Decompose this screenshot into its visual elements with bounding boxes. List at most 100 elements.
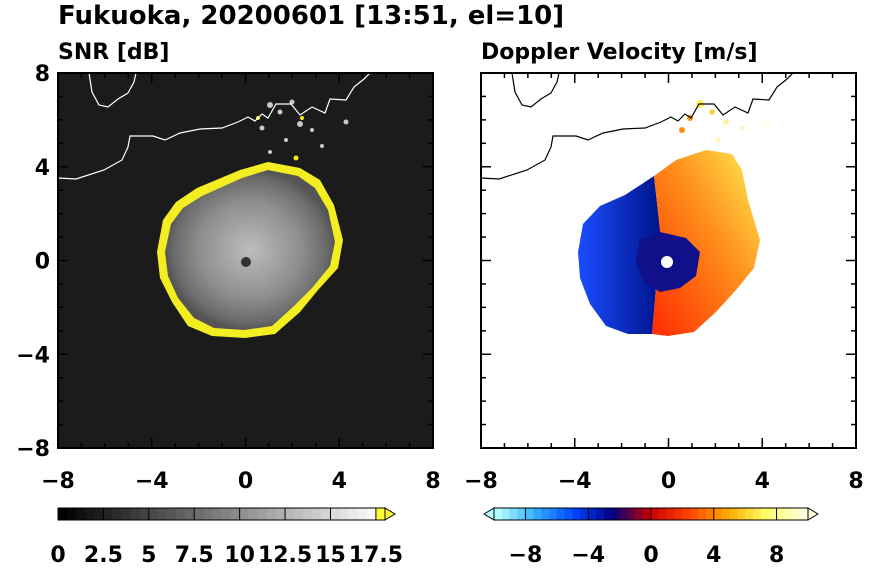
velocity-coastline-north [511, 73, 560, 108]
velocity-colorbar-cell [548, 508, 558, 520]
velocity-colorbar-cell [800, 508, 809, 520]
velocity-colorbar-cell [596, 508, 605, 520]
velocity-colorbar-cell [729, 508, 738, 520]
velocity-colorbar-cell [501, 508, 511, 520]
velocity-colorbar-cell [674, 508, 683, 520]
velocity-colorbar-cell [690, 508, 699, 520]
velocity-colorbar-tick-label: −4 [571, 543, 605, 568]
velocity-colorbar-cell [556, 508, 566, 520]
snr-x-tick-label: −4 [135, 469, 169, 494]
velocity-colorbar-cell [705, 508, 715, 520]
velocity-colorbar-cell [533, 508, 542, 520]
velocity-colorbar-cell [737, 508, 746, 520]
snr-colorbar-tick-label: 12.5 [258, 543, 312, 568]
snr-colorbar-cell [348, 508, 359, 520]
velocity-colorbar-cell [784, 508, 793, 520]
velocity-colorbar-cell [643, 508, 652, 520]
velocity-radar-site [661, 256, 673, 268]
snr-coastline-north [88, 73, 137, 108]
velocity-colorbar-cell [635, 508, 644, 520]
snr-colorbar-cell [366, 508, 377, 520]
snr-colorbar-cell [67, 508, 77, 520]
snr-colorbar-cell [230, 508, 241, 520]
velocity-colorbar-cell [760, 508, 770, 520]
snr-colorbar-cell [257, 508, 268, 520]
snr-colorbar-tick-label: 2.5 [84, 543, 123, 568]
snr-colorbar-cell [285, 508, 295, 520]
snr-y-tick-label: 4 [35, 156, 50, 181]
snr-y-tick-label: −4 [16, 343, 50, 368]
snr-colorbar-cell [321, 508, 331, 520]
velocity-colorbar-cell [580, 508, 589, 520]
snr-colorbar-cell [294, 508, 304, 520]
velocity-colorbar-cell [603, 508, 613, 520]
velocity-colorbar-cell [541, 508, 550, 520]
snr-colorbar-cell [157, 508, 168, 520]
snr-colorbar-cell [303, 508, 313, 520]
velocity-colorbar-cell [517, 508, 526, 520]
snr-colorbar-tick-label: 15 [315, 543, 346, 568]
snr-colorbar-tick-label: 0 [50, 543, 65, 568]
velocity-x-tick-label: 0 [661, 469, 676, 494]
snr-colorbar-extend-arrow [384, 507, 396, 521]
snr-colorbar-cell [312, 508, 322, 520]
velocity-colorbar-extend-min [483, 507, 495, 521]
snr-coastline [58, 73, 371, 180]
velocity-echo-west [578, 176, 660, 334]
snr-x-tick-label: −8 [41, 469, 75, 494]
snr-colorbar-cell [248, 508, 259, 520]
velocity-x-tick-label: 8 [848, 469, 863, 494]
velocity-colorbar: −8 −4 0 4 8 [483, 507, 819, 568]
snr-y-tick-label: 0 [35, 250, 50, 275]
velocity-colorbar-tick-label: 4 [706, 543, 721, 568]
velocity-colorbar-cell [666, 508, 676, 520]
snr-colorbar-cell [357, 508, 368, 520]
snr-colorbar-tick-label: 10 [224, 543, 255, 568]
velocity-colorbar-cell [509, 508, 519, 520]
snr-colorbar-cell [203, 508, 213, 520]
snr-colorbar-cell [266, 508, 277, 520]
velocity-colorbar-cell [658, 508, 668, 520]
snr-colorbar-cell [212, 508, 222, 520]
velocity-panel-title: Doppler Velocity [m/s] [481, 40, 758, 65]
velocity-colorbar-cell [713, 508, 723, 520]
velocity-colorbar-extend-max [807, 507, 819, 521]
velocity-colorbar-tick-label: −8 [509, 543, 543, 568]
velocity-colorbar-cell [698, 508, 707, 520]
snr-colorbar-cell [176, 508, 186, 520]
velocity-colorbar-tick-label: 0 [643, 543, 658, 568]
velocity-colorbar-cell [682, 508, 691, 520]
figure-title: Fukuoka, 20200601 [13:51, el=10] [58, 1, 564, 31]
snr-radar-site [241, 257, 251, 267]
snr-y-tick-label: −8 [16, 437, 50, 462]
snr-axes: −8 −4 0 4 8 8 4 0 −4 −8 [16, 62, 440, 494]
velocity-panel: Doppler Velocity [m/s] [464, 40, 864, 494]
snr-colorbar: 0 2.5 5 7.5 10 12.5 15 17.5 [50, 507, 403, 568]
snr-colorbar-cell [58, 508, 68, 520]
velocity-colorbar-cell [572, 508, 581, 520]
snr-colorbar-cell [94, 508, 104, 520]
velocity-colorbar-cell [494, 508, 503, 520]
snr-colorbar-cell [76, 508, 86, 520]
velocity-colorbar-cell [619, 508, 628, 520]
velocity-coastline [481, 73, 794, 180]
velocity-clutter [679, 100, 771, 143]
velocity-colorbar-cell [564, 508, 573, 520]
velocity-colorbar-cell [776, 508, 785, 520]
velocity-colorbar-cell [768, 508, 778, 520]
snr-colorbar-cell [148, 508, 159, 520]
velocity-colorbar-cell [651, 508, 660, 520]
velocity-colorbar-cell [745, 508, 754, 520]
snr-x-tick-label: 4 [332, 469, 347, 494]
snr-colorbar-cell [85, 508, 95, 520]
snr-colorbar-cell [194, 508, 204, 520]
velocity-colorbar-tick-label: 8 [769, 543, 784, 568]
velocity-axes: −8 −4 0 4 8 [464, 72, 864, 494]
snr-panel-title: SNR [dB] [58, 40, 169, 65]
velocity-echo-east [652, 150, 760, 336]
snr-colorbar-cell [276, 508, 286, 520]
snr-colorbar-cell [339, 508, 350, 520]
velocity-x-tick-label: 4 [755, 469, 770, 494]
snr-colorbar-cell [185, 508, 195, 520]
